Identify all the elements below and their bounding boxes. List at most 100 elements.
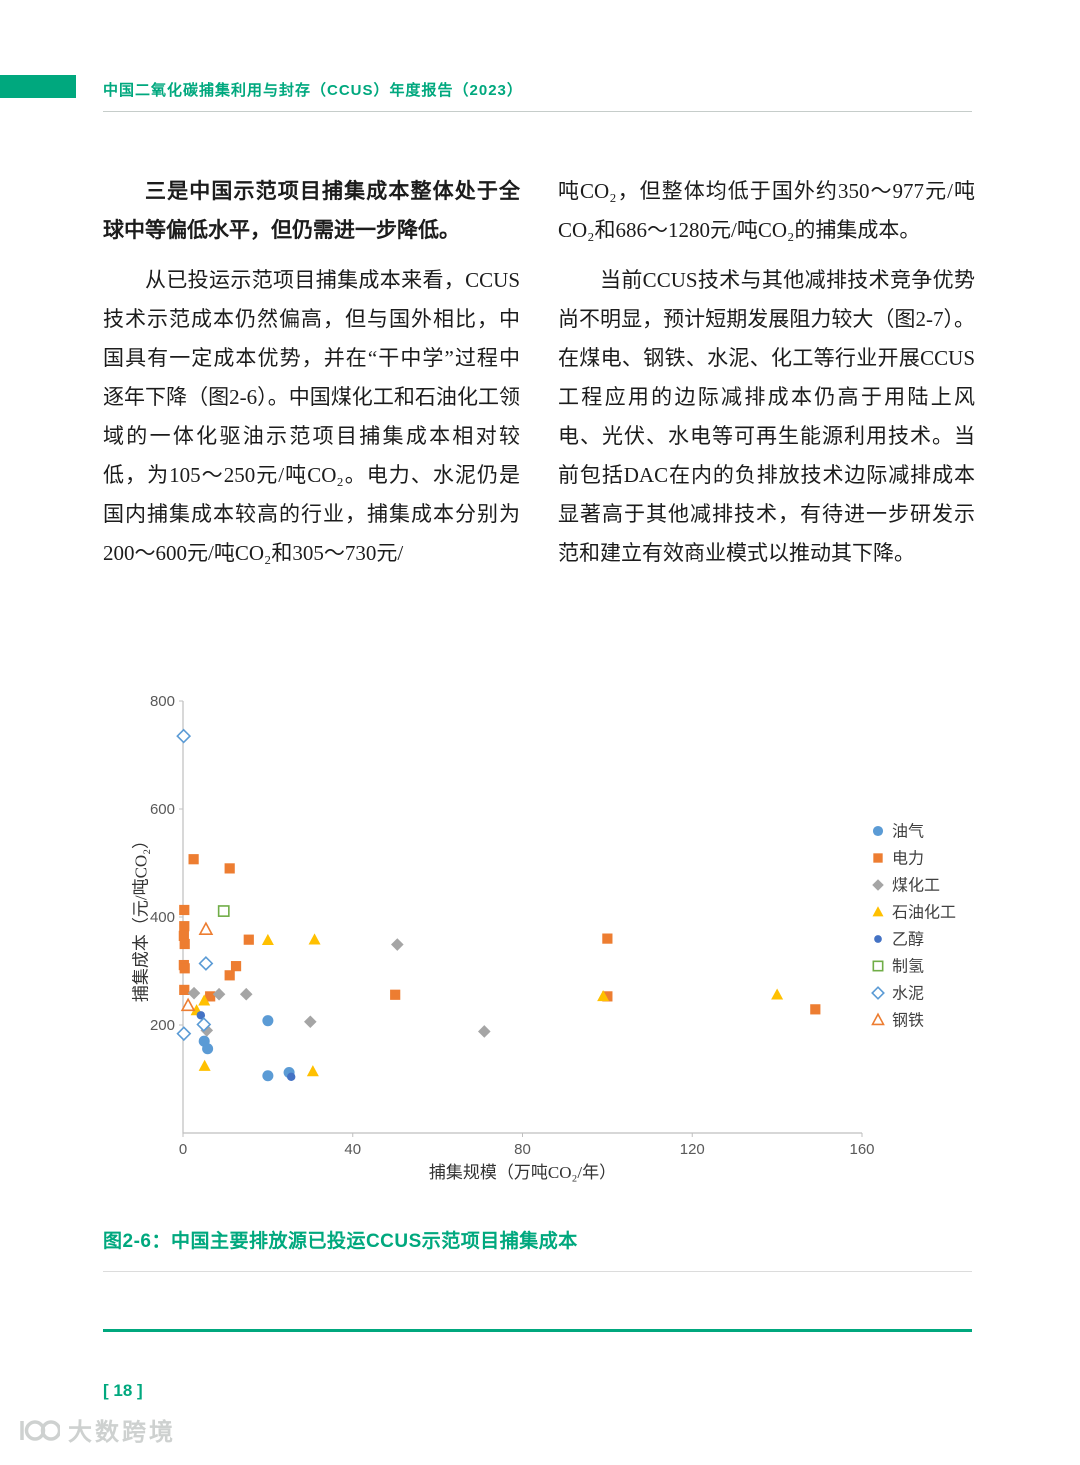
- article-body: 三是中国示范项目捕集成本整体处于全球中等偏低水平，但仍需进一步降低。 从已投运示…: [103, 172, 975, 573]
- legend-marker: [874, 935, 882, 943]
- legend-marker: [872, 906, 884, 917]
- data-point: [239, 987, 253, 1001]
- legend-label: 电力: [892, 850, 924, 868]
- section-heading: 三是中国示范项目捕集成本整体处于全球中等偏低水平，但仍需进一步降低。: [103, 179, 520, 242]
- data-point: [602, 933, 613, 944]
- left-paragraph: 从已投运示范项目捕集成本来看，CCUS技术示范成本仍然偏高，但与国外相比，中国具…: [103, 268, 520, 565]
- data-point: [179, 938, 190, 950]
- legend-item: 制氢: [872, 958, 924, 976]
- data-point: [478, 1025, 491, 1038]
- data-point: [180, 997, 196, 1012]
- legend-marker: [872, 879, 884, 891]
- legend-item: 煤化工: [872, 877, 940, 895]
- legend-item: 电力: [873, 850, 924, 868]
- legend-item: 钢铁: [871, 1012, 924, 1030]
- data-point: [261, 933, 274, 946]
- legend-label: 油气: [892, 823, 924, 841]
- legend-item: 油气: [872, 823, 924, 841]
- data-point: [243, 934, 254, 945]
- data-point: [198, 994, 211, 1006]
- series-乙醇: [196, 1011, 296, 1082]
- data-point: [196, 1011, 206, 1020]
- data-point: [187, 986, 201, 1000]
- data-point: [205, 991, 216, 1002]
- legend-label: 制氢: [892, 958, 924, 976]
- data-point: [176, 1026, 192, 1042]
- x-tick-label: 120: [680, 1141, 705, 1158]
- x-axis-title: 捕集规模（万吨CO₂/年）: [428, 1163, 617, 1182]
- series-电力: [178, 854, 821, 1015]
- legend-label: 水泥: [892, 985, 924, 1003]
- legend-marker: [873, 853, 883, 863]
- data-point: [212, 987, 226, 1001]
- series-制氢: [217, 905, 230, 917]
- legend-label: 钢铁: [892, 1012, 924, 1030]
- series-水泥: [176, 728, 214, 1042]
- data-point: [810, 1004, 821, 1015]
- legend-marker: [871, 986, 885, 1000]
- data-point: [287, 1072, 296, 1082]
- legend-item: 乙醇: [874, 931, 924, 949]
- divider-accent: [103, 1329, 972, 1332]
- page-number: [ 18 ]: [103, 1381, 143, 1400]
- right-paragraph-2: 当前CCUS技术与其他减排技术竞争优势尚不明显，预计短期发展阻力较大（图2-7）…: [558, 268, 975, 565]
- data-point: [390, 989, 401, 1000]
- x-tick-label: 0: [179, 1141, 187, 1158]
- data-point: [202, 1043, 214, 1055]
- header-accent-bar: [0, 75, 76, 98]
- data-point: [306, 1065, 319, 1077]
- data-point: [602, 991, 613, 1002]
- figure-caption: 图2-6：中国主要排放源已投运CCUS示范项目捕集成本: [103, 1231, 578, 1252]
- legend-marker: [871, 1012, 885, 1026]
- watermark-logo-icon: [20, 1419, 60, 1441]
- data-point: [217, 905, 230, 917]
- series-石油化工: [190, 933, 784, 1077]
- y-axis-title: 捕集成本（元/吨CO₂）: [131, 831, 151, 1003]
- y-tick-label: 200: [150, 1017, 175, 1034]
- series-钢铁: [180, 921, 214, 1012]
- data-point: [262, 1015, 274, 1027]
- series-油气: [198, 1015, 295, 1082]
- data-point: [198, 1059, 211, 1071]
- legend-item: 水泥: [871, 985, 924, 1003]
- legend-label: 煤化工: [892, 877, 940, 895]
- right-paragraph-1: 吨CO₂，但整体均低于国外约350～977元/吨CO₂和686～1280元/吨C…: [558, 179, 975, 242]
- data-point: [597, 990, 610, 1002]
- data-point: [771, 988, 784, 1000]
- legend-marker: [872, 825, 884, 837]
- y-tick-label: 400: [150, 909, 175, 926]
- data-point: [224, 970, 235, 981]
- legend-marker: [872, 960, 884, 972]
- left-column: 三是中国示范项目捕集成本整体处于全球中等偏低水平，但仍需进一步降低。 从已投运示…: [103, 172, 520, 573]
- data-point: [179, 963, 190, 974]
- data-point: [262, 1070, 274, 1082]
- scatter-chart: 0 40 80 120 160 200 400 600 800 油气电力煤化工石油化工乙醇制氢水泥…: [150, 693, 956, 1158]
- data-point: [391, 938, 404, 951]
- data-point: [198, 921, 214, 936]
- data-point: [179, 904, 190, 916]
- data-point: [230, 961, 242, 972]
- divider-light: [103, 1271, 972, 1272]
- data-point: [200, 1024, 214, 1037]
- data-point: [176, 728, 192, 744]
- data-point: [308, 933, 321, 945]
- figure-2-6-chart: 0 40 80 120 160 200 400 600 800 油气 电力 煤化工 石油化工 乙醇 制氢 水泥…: [95, 688, 975, 1200]
- report-title: 中国二氧化碳捕集利用与封存（CCUS）年度报告（2023）: [103, 82, 523, 99]
- x-tick-label: 80: [514, 1141, 531, 1158]
- y-tick-label: 600: [150, 801, 175, 818]
- data-point: [179, 984, 190, 995]
- series-煤化工: [187, 938, 491, 1038]
- axes: [182, 701, 862, 1134]
- legend-label: 石油化工: [892, 904, 956, 922]
- data-point: [304, 1015, 317, 1029]
- right-column: 吨CO₂，但整体均低于国外约350～977元/吨CO₂和686～1280元/吨C…: [558, 172, 975, 573]
- data-point: [196, 1017, 212, 1032]
- header-divider: [103, 111, 972, 112]
- data-point: [224, 863, 235, 874]
- x-tick-label: 40: [344, 1141, 361, 1158]
- legend-label: 乙醇: [892, 931, 924, 949]
- y-tick-label: 800: [150, 693, 175, 710]
- watermark-text: 大数跨境: [68, 1419, 176, 1446]
- data-point: [178, 930, 189, 941]
